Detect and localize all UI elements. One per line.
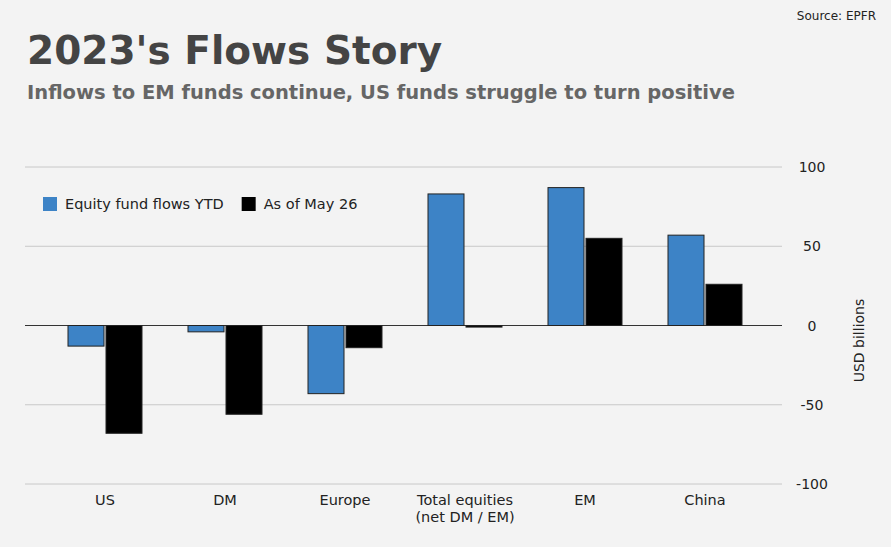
x-tick-label-line: Total equities (416, 492, 513, 508)
x-tick-label-line: (net DM / EM) (415, 509, 514, 525)
x-tick-label: US (95, 492, 115, 508)
x-tick-label: China (684, 492, 725, 508)
x-tick-label-line: EM (574, 492, 596, 508)
x-tick-label: DM (213, 492, 237, 508)
y-axis-label: USD billions (851, 299, 867, 383)
bar (706, 284, 742, 325)
y-tick-label: -100 (796, 476, 828, 492)
bar (308, 326, 344, 394)
bars (68, 188, 742, 434)
grid-line (25, 484, 782, 485)
bar (188, 326, 224, 332)
legend-swatch (43, 197, 57, 211)
y-tick-label: 0 (808, 318, 817, 334)
x-tick-label-line: Europe (320, 492, 371, 508)
x-tick-label-line: US (95, 492, 115, 508)
bar (346, 326, 382, 348)
background (0, 0, 891, 547)
x-tick-label-line: DM (213, 492, 237, 508)
bar (466, 326, 502, 328)
bar (668, 235, 704, 325)
x-tick-label-line: China (684, 492, 725, 508)
y-tick-label: -50 (801, 397, 824, 413)
grid-line (25, 167, 782, 168)
bar (68, 326, 104, 347)
x-tick-label: Europe (320, 492, 371, 508)
x-tick-label: Total equities(net DM / EM) (415, 492, 514, 525)
subtitle: Inflows to EM funds continue, US funds s… (27, 81, 735, 104)
legend-label: As of May 26 (264, 196, 358, 212)
source: Source: EPFR (797, 9, 876, 23)
bar (586, 238, 622, 325)
bar (548, 188, 584, 326)
chart: 2023's Flows Story Inflows to EM funds co… (0, 0, 891, 547)
bar (428, 194, 464, 326)
x-tick-label: EM (574, 492, 596, 508)
bar (106, 326, 142, 434)
y-tick-label: 50 (803, 238, 821, 254)
title: 2023's Flows Story (27, 28, 442, 73)
y-tick-label: 100 (799, 159, 826, 175)
legend-swatch (242, 197, 256, 211)
bar (226, 326, 262, 415)
legend-label: Equity fund flows YTD (65, 196, 224, 212)
